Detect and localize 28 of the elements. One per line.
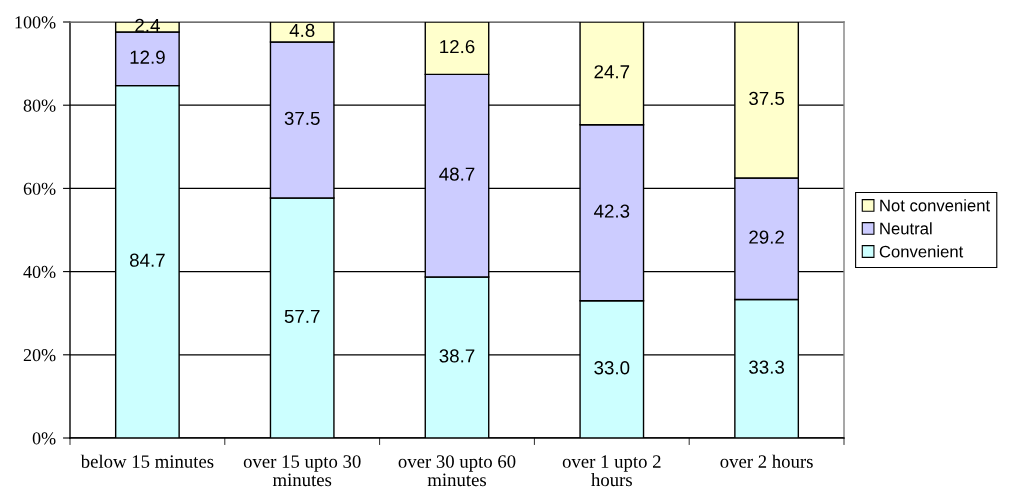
data-label: 33.3 — [749, 360, 785, 374]
data-label: 29.2 — [749, 230, 784, 244]
y-tick-label: 100% — [15, 16, 56, 29]
data-label: 12.6 — [440, 39, 475, 54]
y-tick-label: 20% — [23, 349, 56, 362]
x-tick-label: over 15 upto 30 minutes — [243, 455, 361, 487]
data-label: 38.7 — [439, 349, 475, 363]
data-label: 84.7 — [129, 253, 165, 267]
data-label: 24.7 — [594, 65, 630, 79]
data-label: 33.0 — [594, 361, 630, 375]
data-label: 48.7 — [439, 167, 475, 181]
data-label: 4.8 — [289, 23, 315, 38]
x-tick-label: over 1 upto 2 hours — [562, 455, 661, 487]
x-tick-label: over 30 upto 60 minutes — [398, 455, 516, 487]
legend-label: Not convenient — [880, 199, 990, 212]
y-tick-label: 80% — [23, 99, 56, 112]
x-tick-label: below 15 minutes — [80, 454, 214, 468]
data-label: 37.5 — [749, 91, 785, 106]
legend-label: Convenient — [879, 245, 964, 258]
data-label: 42.3 — [593, 204, 630, 218]
y-tick-label: 60% — [23, 182, 56, 195]
data-label: 12.9 — [130, 50, 165, 64]
legend-label: Neutral — [880, 222, 932, 235]
data-label: 37.5 — [284, 111, 320, 125]
y-tick-label: 0% — [32, 432, 56, 445]
y-tick-label: 40% — [23, 265, 56, 279]
data-label: 57.7 — [284, 309, 320, 324]
x-tick-label: over 2 hours — [720, 454, 813, 468]
